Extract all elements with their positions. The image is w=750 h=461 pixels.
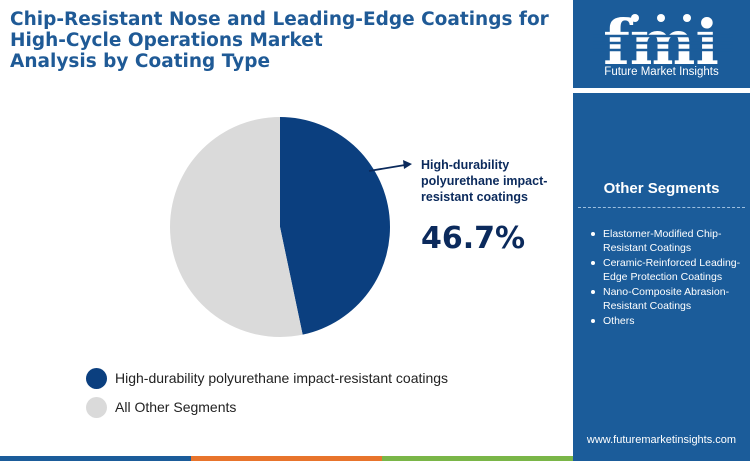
bottom-bar-segment-orange	[191, 456, 382, 461]
legend-label-primary: High-durability polyurethane impact-resi…	[115, 370, 449, 386]
pie-slices	[169, 116, 390, 338]
segment-item: Others	[587, 314, 747, 328]
bottom-color-bar	[0, 456, 573, 461]
logo-tagline: Future Market Insights	[604, 66, 719, 78]
other-segments-divider	[578, 207, 745, 208]
callout-arrow	[368, 160, 412, 172]
other-segments-list: Elastomer-Modified Chip-Resistant Coatin…	[587, 227, 747, 329]
pie-slice-other	[169, 116, 303, 338]
other-segments-heading: Other Segments	[603, 180, 720, 197]
logo-dot-icon	[683, 14, 691, 22]
title-line-2: High-Cycle Operations Market	[10, 30, 323, 51]
callout-label-line-2: polyurethane impact-	[421, 174, 548, 188]
segment-item: Ceramic-Reinforced Leading-Edge Protecti…	[587, 256, 747, 284]
legend-label-other: All Other Segments	[115, 399, 237, 415]
data-label-primary: 46.7%	[421, 221, 526, 256]
sidebar-divider-band	[573, 88, 750, 93]
callout-label-line-1: High-durability	[421, 158, 510, 172]
bottom-bar-segment-green	[382, 456, 573, 461]
segment-item: Elastomer-Modified Chip-Resistant Coatin…	[587, 227, 747, 255]
pie-slice-primary	[280, 117, 390, 335]
pie-chart	[169, 116, 412, 338]
logo-dot-icon	[631, 14, 639, 22]
legend: High-durability polyurethane impact-resi…	[86, 367, 448, 425]
website-link[interactable]: www.futuremarketinsights.com	[586, 434, 737, 446]
fmi-logo: fmi	[593, 6, 733, 79]
logo-dot-icon	[657, 14, 665, 22]
legend-swatch-other	[86, 396, 107, 418]
legend-item-other: All Other Segments	[86, 396, 448, 418]
legend-swatch-primary	[86, 367, 107, 389]
legend-item-primary: High-durability polyurethane impact-resi…	[86, 367, 448, 389]
segment-item: Nano-Composite Abrasion-Resistant Coatin…	[587, 285, 747, 313]
chart-title: Chip-Resistant Nose and Leading-Edge Coa…	[10, 9, 570, 72]
title-line-1: Chip-Resistant Nose and Leading-Edge Coa…	[10, 9, 549, 30]
sidebar: fmi Future Market Insights Other Segment…	[573, 0, 750, 461]
logo-stripes-icon	[593, 34, 733, 52]
title-line-3: Analysis by Coating Type	[10, 51, 271, 72]
bottom-bar-segment-blue	[0, 456, 191, 461]
callout-label: High-durability polyurethane impact- res…	[421, 157, 571, 205]
callout-label-line-3: resistant coatings	[421, 190, 528, 204]
